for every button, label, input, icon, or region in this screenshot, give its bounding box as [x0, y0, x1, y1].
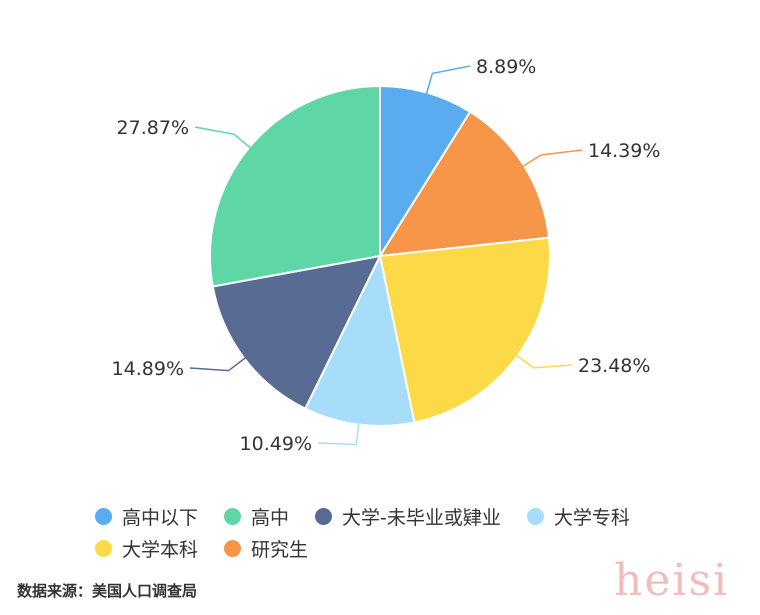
legend-label: 研究生 — [251, 538, 309, 561]
data-source-note: 数据来源：美国人口调查局 — [17, 582, 198, 600]
watermark: heisi — [614, 555, 730, 606]
legend-swatch — [315, 507, 333, 525]
legend-item-below-high-school[interactable]: 高中以下 — [95, 503, 198, 529]
data-label-college-no-degree: 14.89% — [112, 358, 184, 380]
legend: 高中以下 高中 大学-未毕业或肄业 大学专科 大学本科 研究生 — [95, 503, 735, 561]
label-leader-graduate — [521, 149, 583, 168]
pie-slice-high-school[interactable] — [209, 84, 381, 288]
data-label-graduate: 14.39% — [588, 140, 660, 162]
legend-swatch — [95, 539, 112, 557]
legend-item-graduate[interactable]: 研究生 — [224, 535, 308, 561]
legend-label: 大学-未毕业或肄业 — [342, 506, 501, 529]
legend-item-associate[interactable]: 大学专科 — [526, 503, 630, 529]
data-label-below-high-school: 8.89% — [476, 56, 536, 78]
label-leader-associate — [317, 422, 360, 446]
data-label-bachelor: 23.48% — [578, 355, 650, 377]
legend-label: 大学本科 — [122, 538, 199, 561]
label-leader-below-high-school — [425, 65, 471, 95]
legend-label: 大学专科 — [553, 506, 630, 529]
label-leader-high-school — [194, 126, 252, 149]
legend-label: 高中 — [251, 506, 290, 529]
legend-swatch — [526, 507, 544, 525]
legend-label: 高中以下 — [122, 506, 199, 529]
label-leader-college-no-degree — [189, 356, 247, 372]
pie-chart: 8.89% 14.39% 23.48% 10.49% 14.89% 27.87% — [112, 56, 661, 455]
legend-swatch — [224, 507, 242, 525]
data-label-high-school: 27.87% — [117, 117, 189, 139]
label-leader-bachelor — [515, 354, 573, 369]
legend-item-high-school[interactable]: 高中 — [224, 503, 289, 529]
legend-item-college-no-degree[interactable]: 大学-未毕业或肄业 — [315, 503, 501, 529]
legend-item-bachelor[interactable]: 大学本科 — [95, 535, 198, 561]
data-label-associate: 10.49% — [240, 433, 312, 455]
legend-swatch — [95, 507, 112, 525]
legend-swatch — [224, 539, 242, 557]
